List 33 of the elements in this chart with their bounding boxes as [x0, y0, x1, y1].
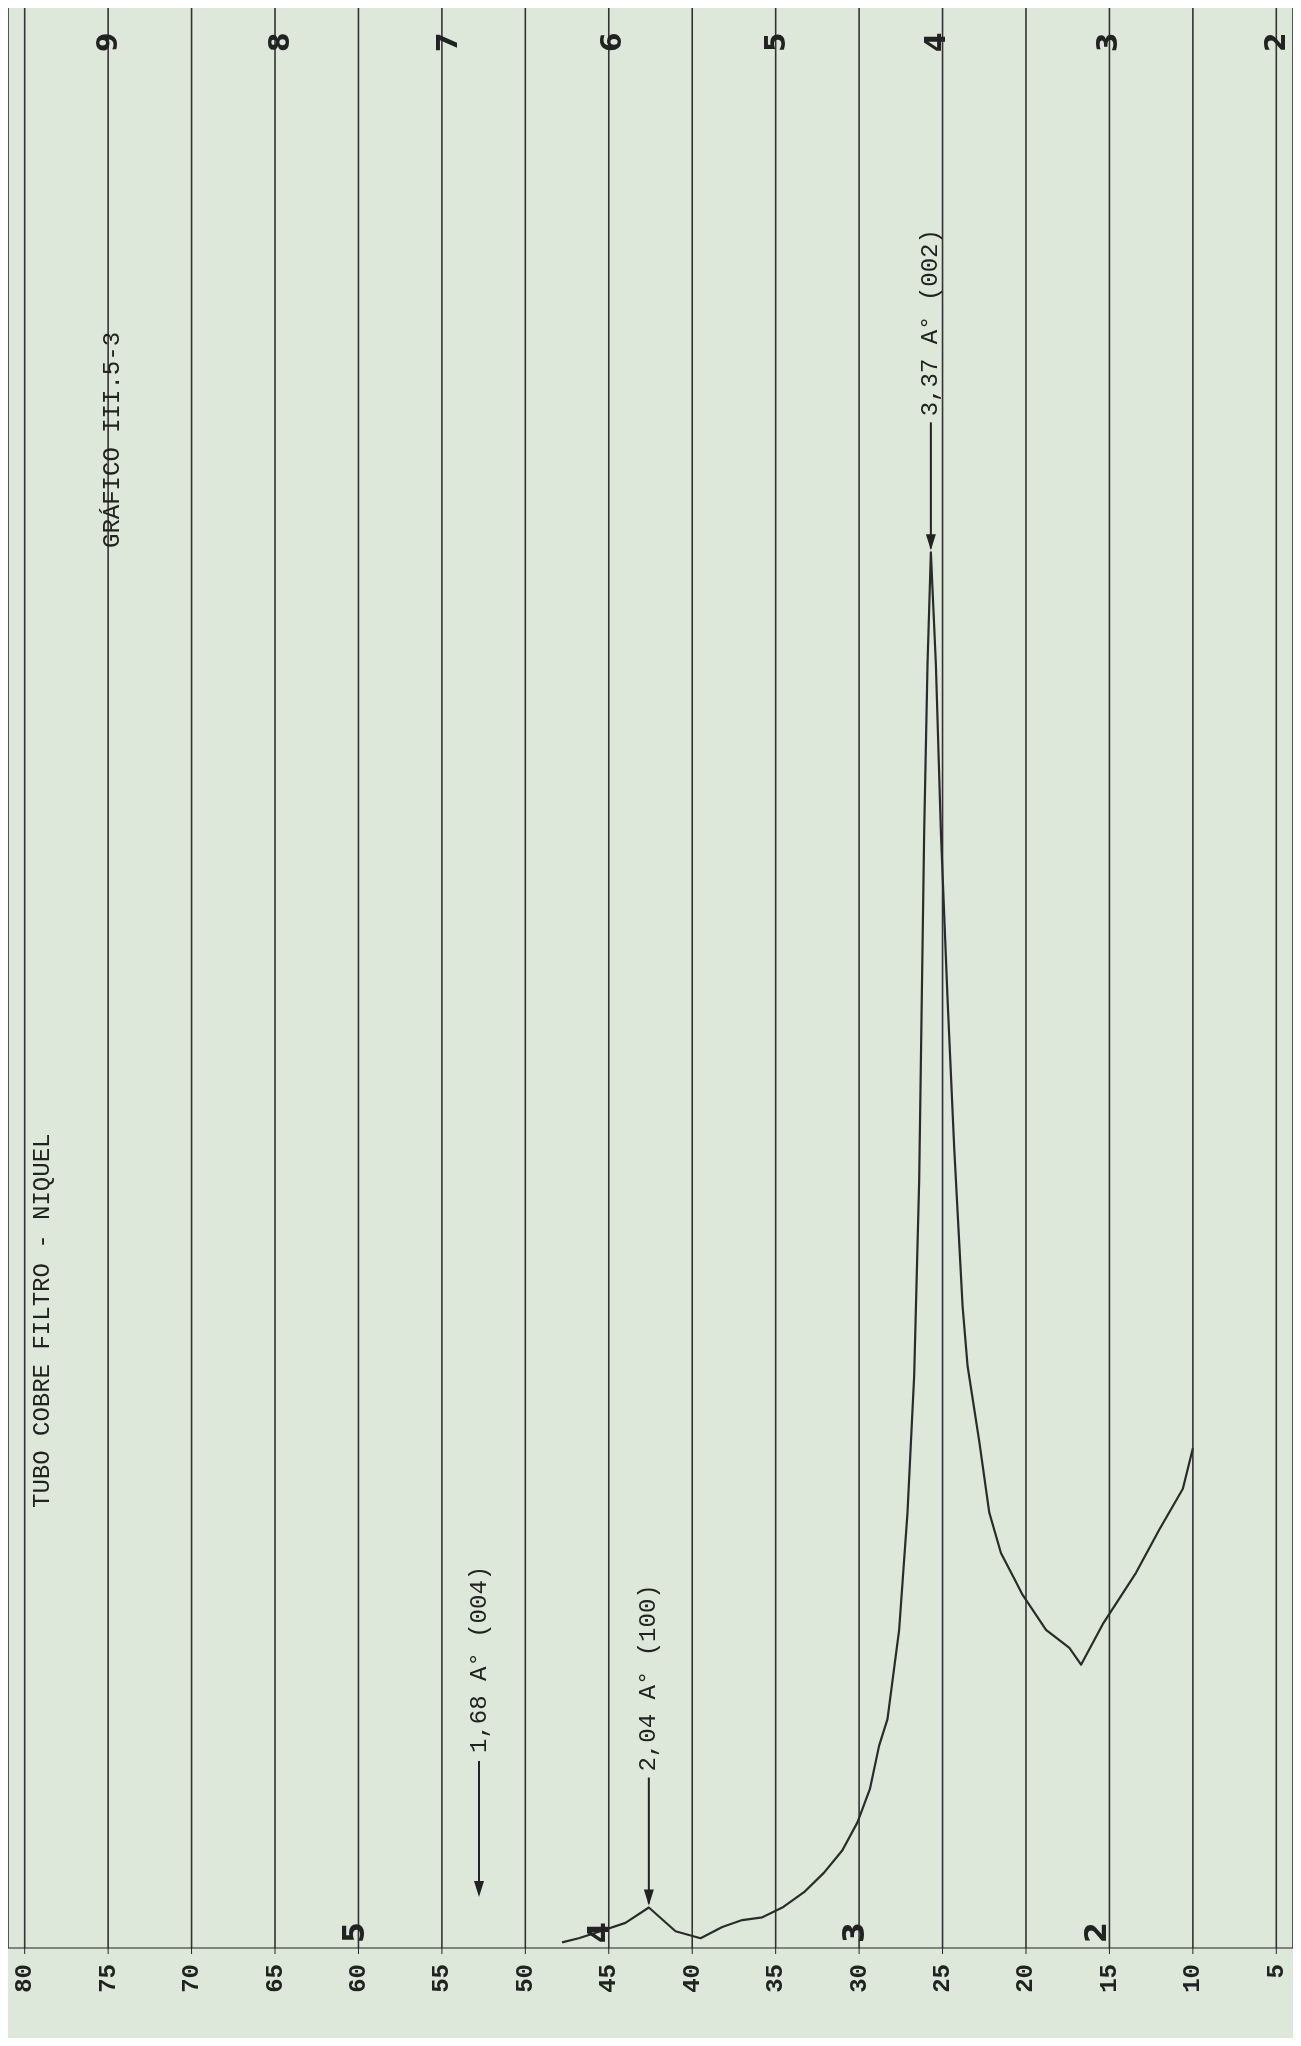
- text: TUBO COBRE FILTRO - NIQUEL: [28, 1133, 56, 1508]
- x-tick-label: 55: [428, 1964, 456, 1993]
- annotation: 5: [335, 1922, 371, 1943]
- annotation: 1,68 A° (004): [465, 1565, 493, 1753]
- annotation: 2,04 A° (100): [635, 1584, 663, 1772]
- text: 8: [262, 32, 296, 52]
- x-tick-label: 30: [845, 1964, 873, 1993]
- annotation: 4: [580, 1922, 616, 1943]
- text: 2: [1258, 32, 1292, 52]
- x-tick-label: 60: [344, 1964, 372, 1993]
- text: 9: [90, 32, 124, 52]
- x-tick-label: 35: [762, 1964, 790, 1993]
- text: 7: [430, 32, 464, 52]
- text: GRÁFICO III.5-3: [98, 331, 126, 548]
- x-tick-label: 45: [595, 1964, 623, 1993]
- x-tick-label: 20: [1012, 1964, 1040, 1993]
- x-tick-label: 70: [178, 1964, 206, 1993]
- x-tick-label: 5: [1262, 1964, 1290, 1979]
- text: 5: [758, 32, 792, 52]
- x-tick-label: 75: [94, 1964, 122, 1993]
- x-tick-label: 65: [261, 1964, 289, 1993]
- x-tick-label: 80: [11, 1964, 39, 1993]
- x-tick-label: 15: [1095, 1964, 1123, 1993]
- x-tick-label: 40: [678, 1964, 706, 1993]
- text: 3: [1090, 32, 1124, 52]
- text: 4: [918, 32, 952, 52]
- annotation: 3,37 A° (002): [917, 229, 945, 417]
- x-tick-label: 50: [511, 1964, 539, 1993]
- annotation: 3: [835, 1922, 871, 1943]
- x-tick-label: 10: [1179, 1964, 1207, 1993]
- x-tick-label: 25: [929, 1964, 957, 1993]
- annotation: 2: [1077, 1922, 1113, 1943]
- text: 6: [594, 32, 628, 52]
